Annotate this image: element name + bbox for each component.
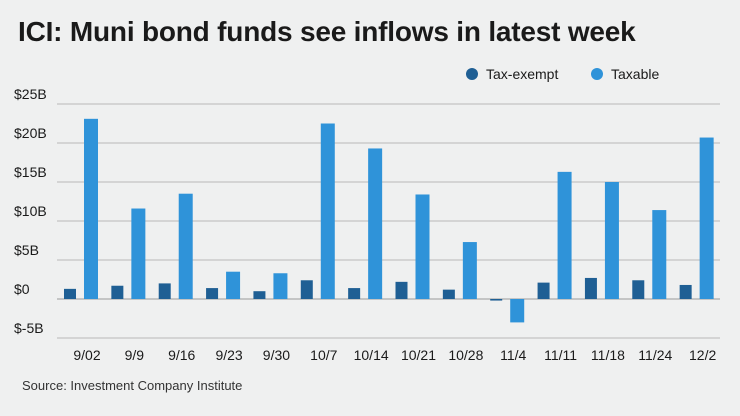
y-tick-label: $-5B — [14, 320, 44, 336]
x-tick-label: 10/14 — [354, 347, 389, 363]
bar-tax-exempt-10-7 — [300, 280, 313, 299]
bar-tax-exempt-9-9 — [111, 285, 124, 299]
y-tick-label: $15B — [14, 164, 47, 180]
y-tick-label: $20B — [14, 125, 47, 141]
bar-taxable-9-30 — [273, 273, 288, 299]
bar-taxable-9-9 — [131, 208, 146, 299]
bar-taxable-11-11 — [557, 171, 572, 299]
x-tick-label: 11/24 — [638, 347, 672, 363]
legend: Tax-exempt Taxable — [466, 66, 659, 82]
bar-taxable-10-21 — [415, 194, 430, 299]
bar-taxable-10-28 — [462, 242, 477, 299]
legend-swatch — [466, 68, 478, 80]
bar-taxable-12-2 — [699, 137, 714, 299]
x-tick-label: 10/21 — [401, 347, 436, 363]
x-tick-label: 9/02 — [73, 347, 100, 363]
bar-tax-exempt-10-28 — [442, 289, 455, 299]
bar-tax-exempt-11-24 — [632, 280, 645, 299]
x-tick-label: 9/23 — [215, 347, 242, 363]
bar-taxable-9-23 — [226, 271, 241, 299]
y-tick-label: $25B — [14, 86, 47, 102]
x-tick-label: 9/16 — [168, 347, 195, 363]
chart-title: ICI: Muni bond funds see inflows in late… — [18, 16, 636, 47]
bar-taxable-11-4 — [510, 299, 525, 323]
x-tick-label: 11/4 — [500, 347, 526, 363]
y-axis: $25B $20B $15B $10B $5B $0 $-5B — [14, 86, 47, 336]
source-note: Source: Investment Company Institute — [22, 378, 243, 393]
bar-tax-exempt-11-18 — [584, 277, 597, 299]
x-tick-label: 9/9 — [125, 347, 145, 363]
gridlines — [57, 103, 720, 339]
legend-label: Taxable — [611, 66, 659, 82]
x-tick-label: 10/7 — [310, 347, 337, 363]
bar-tax-exempt-9-02 — [64, 288, 76, 299]
bar-tax-exempt-9-16 — [158, 283, 171, 299]
legend-swatch — [591, 68, 603, 80]
bar-tax-exempt-10-21 — [395, 281, 408, 299]
x-tick-label: 11/18 — [591, 347, 625, 363]
bar-taxable-11-18 — [604, 182, 619, 299]
x-tick-label: 9/30 — [263, 347, 290, 363]
bar-tax-exempt-12-2 — [679, 284, 692, 299]
x-axis: 9/02 9/9 9/16 9/23 9/30 10/7 10/14 10/21 10/28 11… — [73, 347, 716, 363]
bar-taxable-9-02 — [84, 118, 98, 299]
bar-tax-exempt-11-4 — [490, 299, 503, 301]
bar-taxable-9-16 — [178, 193, 193, 299]
bars — [64, 118, 714, 323]
y-tick-label: $0 — [14, 281, 30, 297]
bar-taxable-10-7 — [320, 123, 335, 299]
bar-tax-exempt-9-23 — [206, 288, 219, 299]
x-tick-label: 10/28 — [448, 347, 483, 363]
y-tick-label: $10B — [14, 203, 47, 219]
bar-taxable-10-14 — [368, 148, 383, 299]
bar-tax-exempt-11-11 — [537, 282, 550, 299]
x-tick-label: 11/11 — [544, 347, 577, 363]
y-tick-label: $5B — [14, 242, 39, 258]
x-tick-label: 12/2 — [689, 347, 716, 363]
bar-tax-exempt-9-30 — [253, 291, 266, 299]
bar-taxable-11-24 — [652, 210, 667, 299]
bar-tax-exempt-10-14 — [348, 288, 361, 299]
legend-label: Tax-exempt — [486, 66, 558, 82]
